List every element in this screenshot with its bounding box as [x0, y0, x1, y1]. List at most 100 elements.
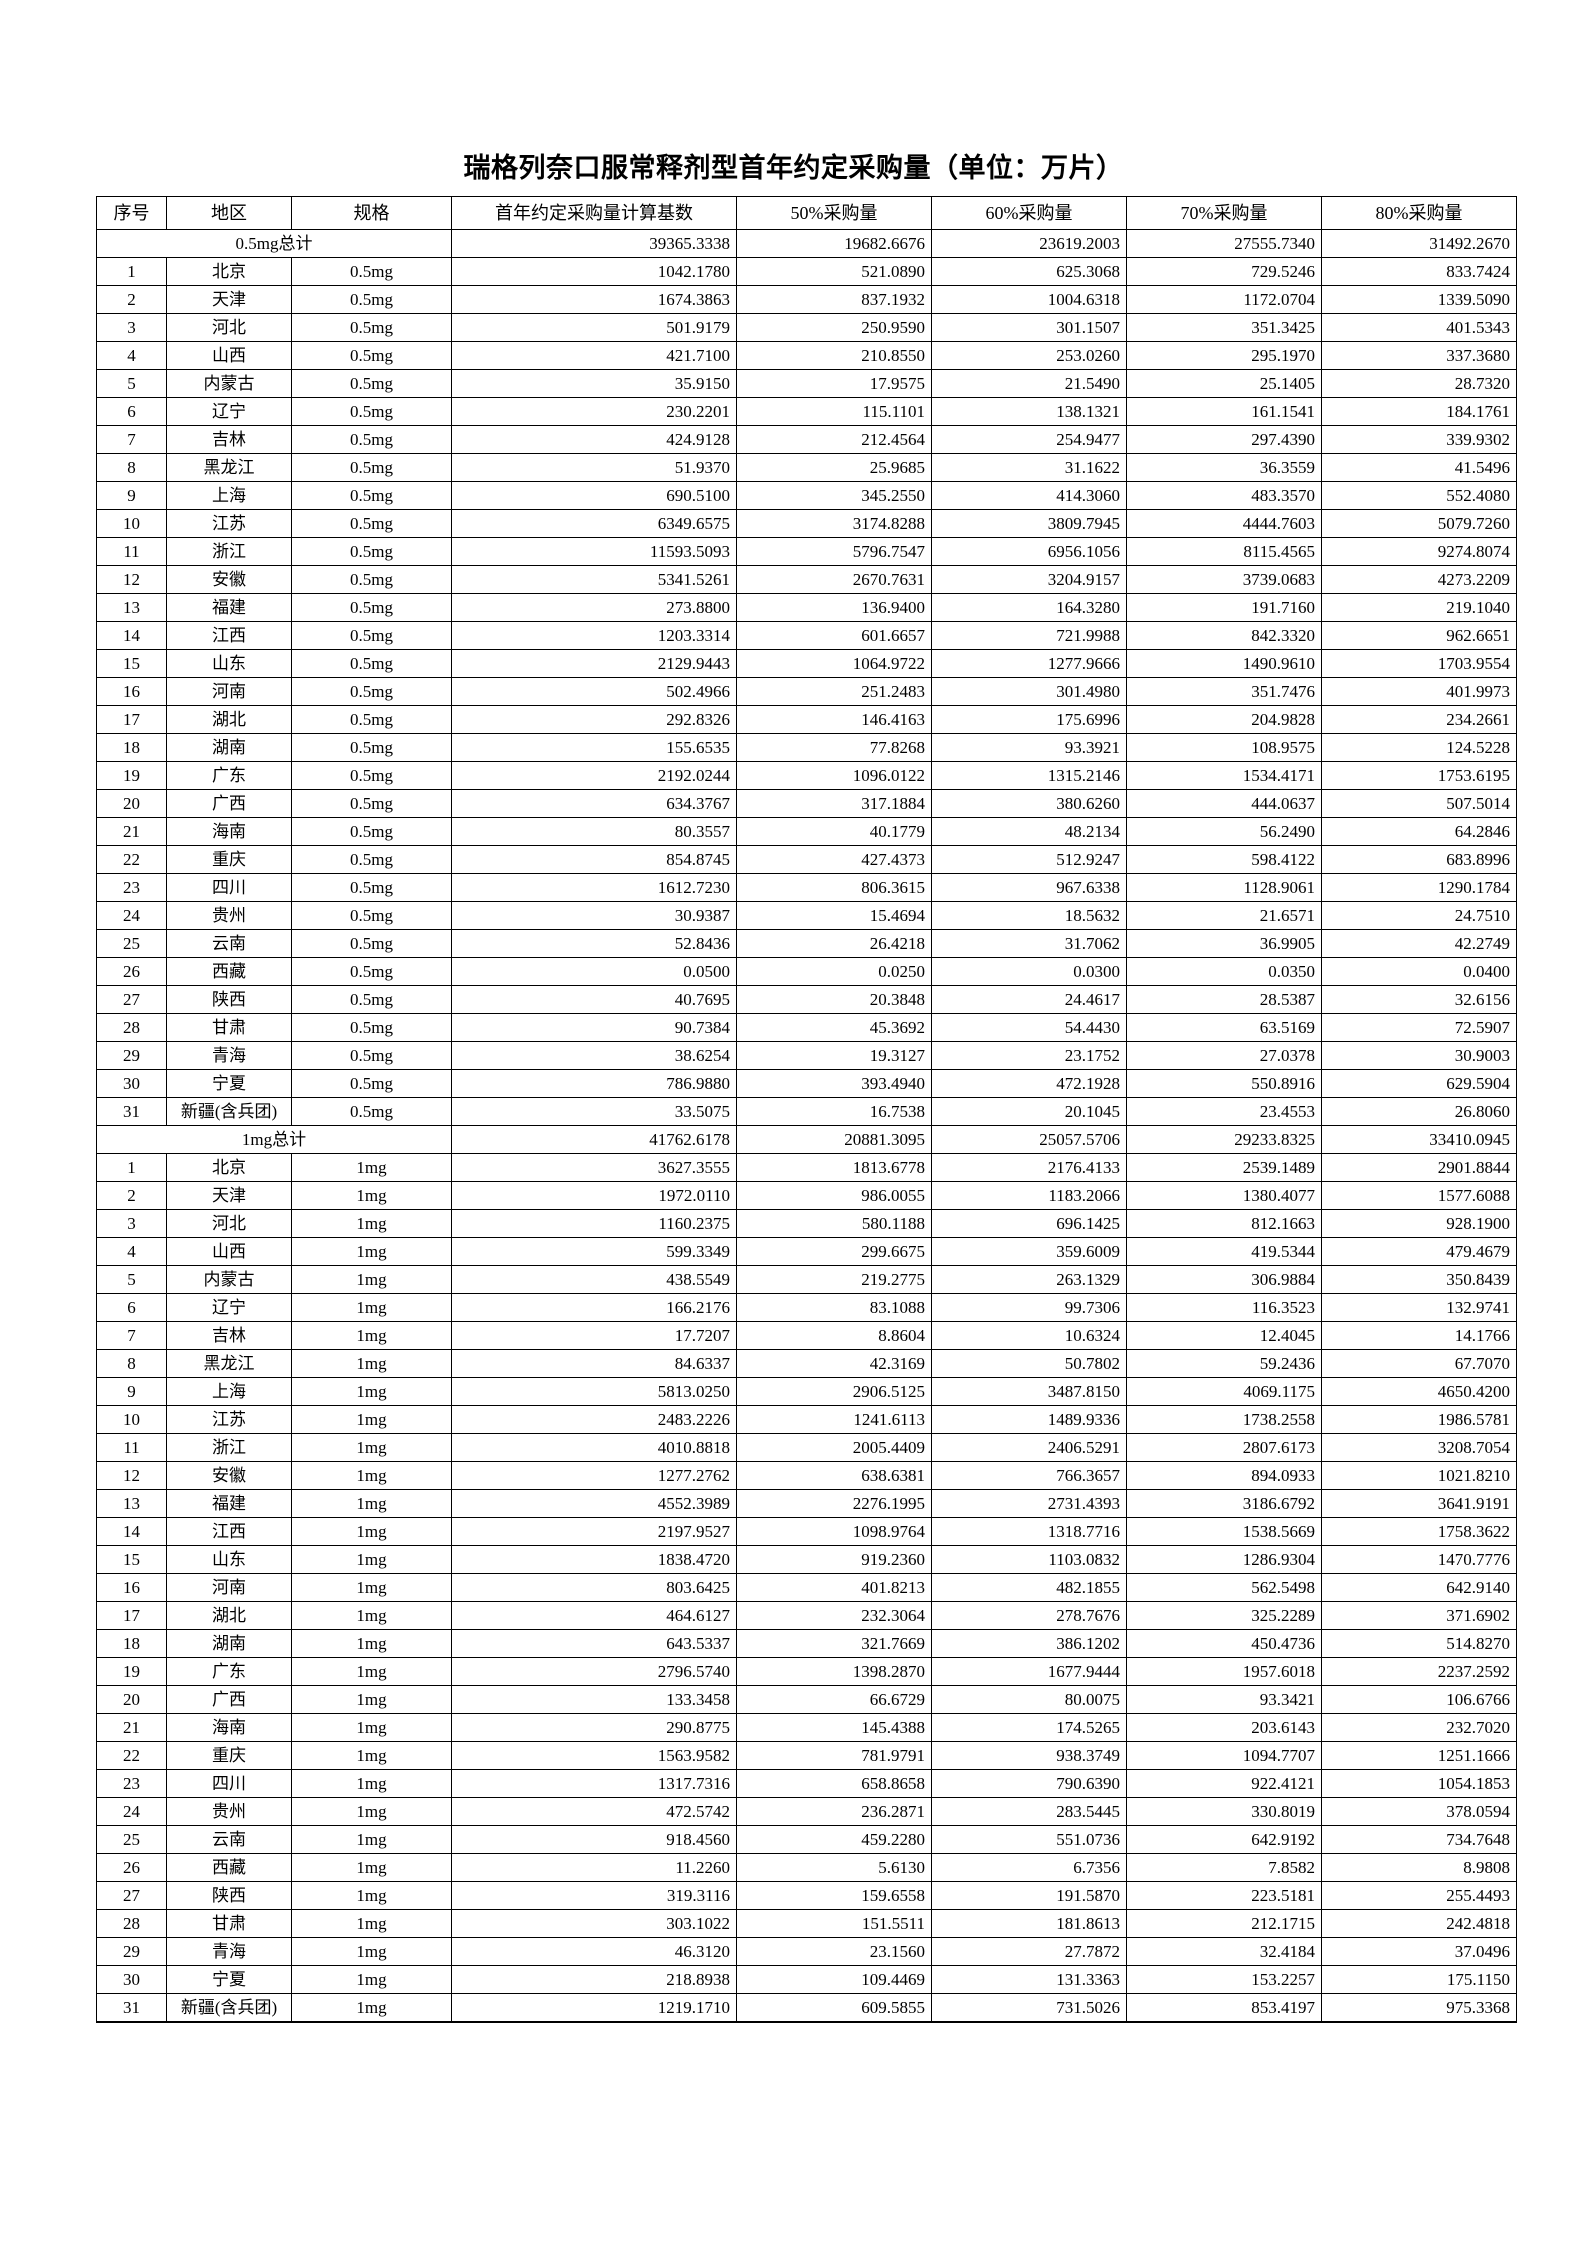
table-row: 29 青海 1mg 46.3120 23.1560 27.7872 32.4184 37.04…: [96, 1937, 1517, 1966]
table-row: 16 河南 1mg 803.6425 401.8213 482.1855 562.5498 6…: [96, 1573, 1517, 1602]
procurement-table: 序号 地区 规格 首年约定采购量计算基数 50%采购量 60%采购量 70%采购…: [96, 196, 1517, 2023]
cell-base: 52.8436: [451, 929, 737, 958]
cell-index: 27: [96, 1881, 167, 1910]
table-row: 17 湖北 1mg 464.6127 232.3064 278.7676 325.2289 3…: [96, 1601, 1517, 1630]
cell-base: 292.8326: [451, 705, 737, 734]
cell-p70: 1538.5669: [1126, 1517, 1322, 1546]
cell-p80: 30.9003: [1321, 1041, 1517, 1070]
cell-p80: 28.7320: [1321, 369, 1517, 398]
cell-index: 31: [96, 1993, 167, 2023]
cell-region: 北京: [166, 257, 292, 286]
cell-p80: 4273.2209: [1321, 565, 1517, 594]
cell-p80: 5079.7260: [1321, 509, 1517, 538]
subtotal-p70: 27555.7340: [1126, 229, 1322, 258]
cell-base: 33.5075: [451, 1097, 737, 1126]
cell-region: 辽宁: [166, 1293, 292, 1322]
cell-spec: 0.5mg: [291, 537, 452, 566]
cell-base: 438.5549: [451, 1265, 737, 1294]
cell-p60: 21.5490: [931, 369, 1127, 398]
cell-base: 30.9387: [451, 901, 737, 930]
cell-p70: 297.4390: [1126, 425, 1322, 454]
cell-spec: 1mg: [291, 1825, 452, 1854]
cell-index: 28: [96, 1909, 167, 1938]
cell-index: 6: [96, 397, 167, 426]
table-row: 4 山西 0.5mg 421.7100 210.8550 253.0260 295.1970…: [96, 341, 1517, 370]
table-row: 7 吉林 1mg 17.7207 8.8604 10.6324 12.4045 14.1766: [96, 1321, 1517, 1350]
cell-p60: 3487.8150: [931, 1377, 1127, 1406]
cell-base: 918.4560: [451, 1825, 737, 1854]
cell-region: 江西: [166, 621, 292, 650]
cell-spec: 1mg: [291, 1349, 452, 1378]
cell-p50: 212.4564: [736, 425, 932, 454]
cell-spec: 0.5mg: [291, 1013, 452, 1042]
page-title: 瑞格列奈口服常释剂型首年约定采购量（单位：万片）: [463, 153, 1124, 183]
cell-region: 吉林: [166, 425, 292, 454]
cell-base: 786.9880: [451, 1069, 737, 1098]
cell-p60: 174.5265: [931, 1713, 1127, 1742]
table-row: 30 宁夏 0.5mg 786.9880 393.4940 472.1928 550.891…: [96, 1069, 1517, 1098]
cell-p80: 1290.1784: [1321, 873, 1517, 902]
cell-base: 854.8745: [451, 845, 737, 874]
cell-p60: 967.6338: [931, 873, 1127, 902]
cell-region: 内蒙古: [166, 369, 292, 398]
cell-base: 166.2176: [451, 1293, 737, 1322]
table-row: 25 云南 0.5mg 52.8436 26.4218 31.7062 36.9905 42.…: [96, 929, 1517, 958]
cell-base: 17.7207: [451, 1321, 737, 1350]
cell-spec: 1mg: [291, 1797, 452, 1826]
cell-p50: 1398.2870: [736, 1657, 932, 1686]
cell-region: 河南: [166, 677, 292, 706]
cell-p60: 1004.6318: [931, 285, 1127, 314]
subtotal-label: 1mg总计: [96, 1125, 452, 1154]
cell-spec: 1mg: [291, 1769, 452, 1798]
table-row: 19 广东 0.5mg 2192.0244 1096.0122 1315.2146 1534…: [96, 761, 1517, 790]
cell-index: 30: [96, 1069, 167, 1098]
cell-spec: 1mg: [291, 1545, 452, 1574]
subtotal-base: 41762.6178: [451, 1125, 737, 1154]
cell-p50: 1813.6778: [736, 1153, 932, 1182]
cell-p80: 975.3368: [1321, 1993, 1517, 2023]
cell-region: 黑龙江: [166, 1349, 292, 1378]
cell-base: 4552.3989: [451, 1489, 737, 1518]
cell-p60: 721.9988: [931, 621, 1127, 650]
cell-region: 贵州: [166, 901, 292, 930]
cell-p70: 212.1715: [1126, 1909, 1322, 1938]
cell-index: 27: [96, 985, 167, 1014]
table-row: 27 陕西 0.5mg 40.7695 20.3848 24.4617 28.5387 32.…: [96, 985, 1517, 1014]
cell-region: 安徽: [166, 1461, 292, 1490]
cell-p70: 1094.7707: [1126, 1741, 1322, 1770]
cell-p80: 1251.1666: [1321, 1741, 1517, 1770]
cell-p70: 1286.9304: [1126, 1545, 1322, 1574]
cell-p50: 299.6675: [736, 1237, 932, 1266]
cell-index: 8: [96, 1349, 167, 1378]
cell-p50: 919.2360: [736, 1545, 932, 1574]
cell-p80: 734.7648: [1321, 1825, 1517, 1854]
cell-p80: 242.4818: [1321, 1909, 1517, 1938]
cell-base: 90.7384: [451, 1013, 737, 1042]
cell-index: 12: [96, 1461, 167, 1490]
cell-index: 16: [96, 1573, 167, 1602]
cell-region: 青海: [166, 1937, 292, 1966]
cell-p70: 4444.7603: [1126, 509, 1322, 538]
cell-base: 2197.9527: [451, 1517, 737, 1546]
cell-base: 6349.6575: [451, 509, 737, 538]
cell-spec: 1mg: [291, 1181, 452, 1210]
cell-p70: 36.9905: [1126, 929, 1322, 958]
table-header-row: 序号 地区 规格 首年约定采购量计算基数 50%采购量 60%采购量 70%采购…: [96, 196, 1517, 230]
table-row: 17 湖北 0.5mg 292.8326 146.4163 175.6996 204.982…: [96, 705, 1517, 734]
table-row: 21 海南 1mg 290.8775 145.4388 174.5265 203.6143 2…: [96, 1713, 1517, 1742]
table-row: 16 河南 0.5mg 502.4966 251.2483 301.4980 351.747…: [96, 677, 1517, 706]
cell-p50: 77.8268: [736, 733, 932, 762]
cell-index: 17: [96, 1601, 167, 1630]
cell-p60: 1677.9444: [931, 1657, 1127, 1686]
table-row: 25 云南 1mg 918.4560 459.2280 551.0736 642.9192 7…: [96, 1825, 1517, 1854]
subtotal-p60: 23619.2003: [931, 229, 1127, 258]
cell-spec: 1mg: [291, 1461, 452, 1490]
table-row: 20 广西 0.5mg 634.3767 317.1884 380.6260 444.063…: [96, 789, 1517, 818]
cell-p80: 14.1766: [1321, 1321, 1517, 1350]
cell-spec: 1mg: [291, 1293, 452, 1322]
cell-p70: 598.4122: [1126, 845, 1322, 874]
cell-index: 1: [96, 1153, 167, 1182]
column-header-p80: 80%采购量: [1321, 196, 1517, 230]
cell-p60: 2176.4133: [931, 1153, 1127, 1182]
